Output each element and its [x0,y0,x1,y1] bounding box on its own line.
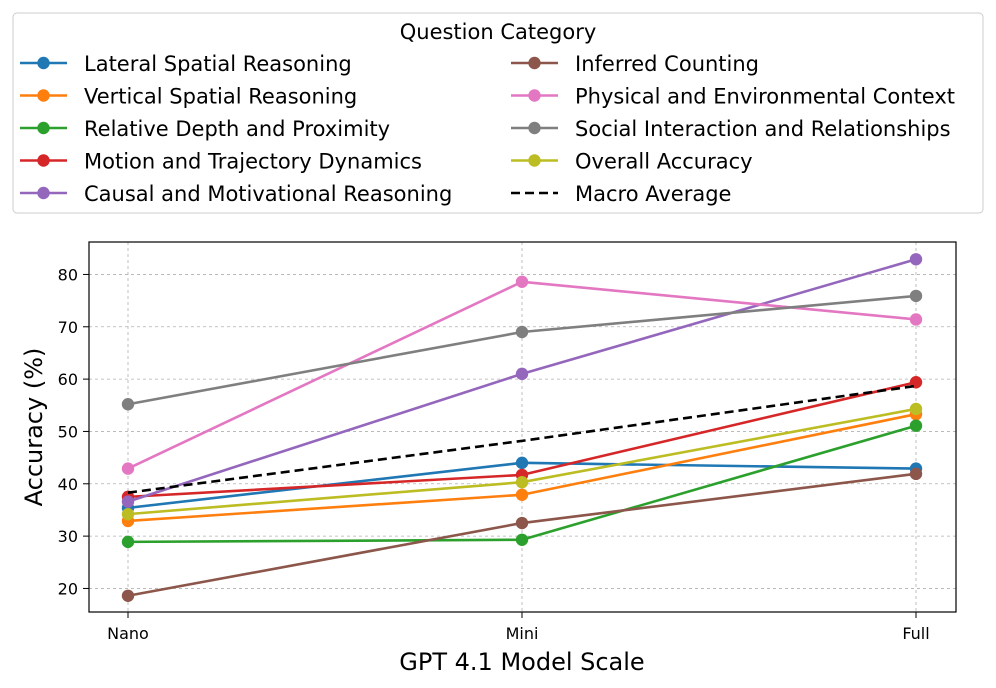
data-point [909,467,923,481]
y-tick-label: 60 [58,370,78,389]
data-point [515,488,529,501]
legend-item: Overall Accuracy [511,150,753,174]
data-point [515,325,529,339]
data-point [909,253,923,266]
legend-item: Motion and Trajectory Dynamics [20,150,422,174]
legend-label: Overall Accuracy [575,150,753,174]
data-point [515,516,529,530]
data-point [121,495,135,508]
x-tick-label: Nano [107,624,149,643]
data-point [121,462,135,475]
legend-swatch-marker [37,154,50,167]
data-point [909,289,923,303]
legend-label: Motion and Trajectory Dynamics [84,150,422,174]
legend-swatch-marker [37,56,50,70]
series-social-interaction-and-relationships [121,289,923,411]
legend-item: Lateral Spatial Reasoning [20,52,352,76]
legend-label: Relative Depth and Proximity [84,117,390,141]
data-point [121,589,135,602]
legend-swatch-marker [37,89,50,102]
data-point [515,275,529,288]
data-point [515,476,529,489]
y-tick-label: 80 [58,265,78,284]
y-axis-title: Accuracy (%) [20,348,48,507]
series-causal-and-motivational-reasoning [121,253,923,508]
series-inferred-counting [121,467,923,602]
legend-label: Causal and Motivational Reasoning [84,182,452,206]
data-point [515,367,529,381]
legend-label: Social Interaction and Relationships [575,117,951,141]
y-tick-label: 70 [58,318,78,337]
legend-item: Inferred Counting [511,52,759,76]
legend-item: Vertical Spatial Reasoning [20,85,357,109]
legend-label: Inferred Counting [575,52,759,76]
legend-swatch-marker [528,154,541,167]
legend-label: Physical and Environmental Context [575,85,955,109]
series-macro-average [127,384,917,494]
legend-title: Question Category [400,20,597,44]
x-tick-label: Full [902,624,929,643]
series-overall-accuracy [121,402,923,521]
series-line [127,384,917,494]
legend-label: Lateral Spatial Reasoning [84,52,352,76]
data-point [515,533,529,546]
legend: Question Category Lateral Spatial Reason… [12,12,984,214]
legend-swatch-marker [528,121,541,135]
data-point [121,398,135,411]
x-tick-label: Mini [506,624,539,643]
data-point [909,419,923,432]
series-relative-depth-and-proximity [121,419,923,549]
data-point [909,402,923,416]
x-axis-title: GPT 4.1 Model Scale [399,648,644,676]
plot-area: Nano Mini Full 20 30 40 50 60 70 80 [58,241,957,643]
data-point [121,507,135,521]
legend-item: Social Interaction and Relationships [511,117,951,141]
legend-swatch-marker [37,186,50,200]
legend-item: Physical and Environmental Context [511,85,955,109]
legend-item: Causal and Motivational Reasoning [20,182,452,206]
legend-swatch-marker [528,56,541,70]
y-tick-label: 30 [58,527,78,546]
legend-label: Macro Average [575,182,731,206]
data-point [121,535,135,549]
data-point [909,313,923,326]
legend-item: Macro Average [511,182,731,206]
legend-label: Vertical Spatial Reasoning [84,85,357,109]
legend-frame [12,12,984,214]
legend-swatch-marker [37,121,50,135]
legend-swatch-marker [528,89,541,102]
legend-item: Relative Depth and Proximity [20,117,390,141]
y-tick-label: 50 [58,422,78,441]
data-point [515,456,529,470]
y-tick-label: 20 [58,579,78,598]
y-tick-label: 40 [58,475,78,494]
